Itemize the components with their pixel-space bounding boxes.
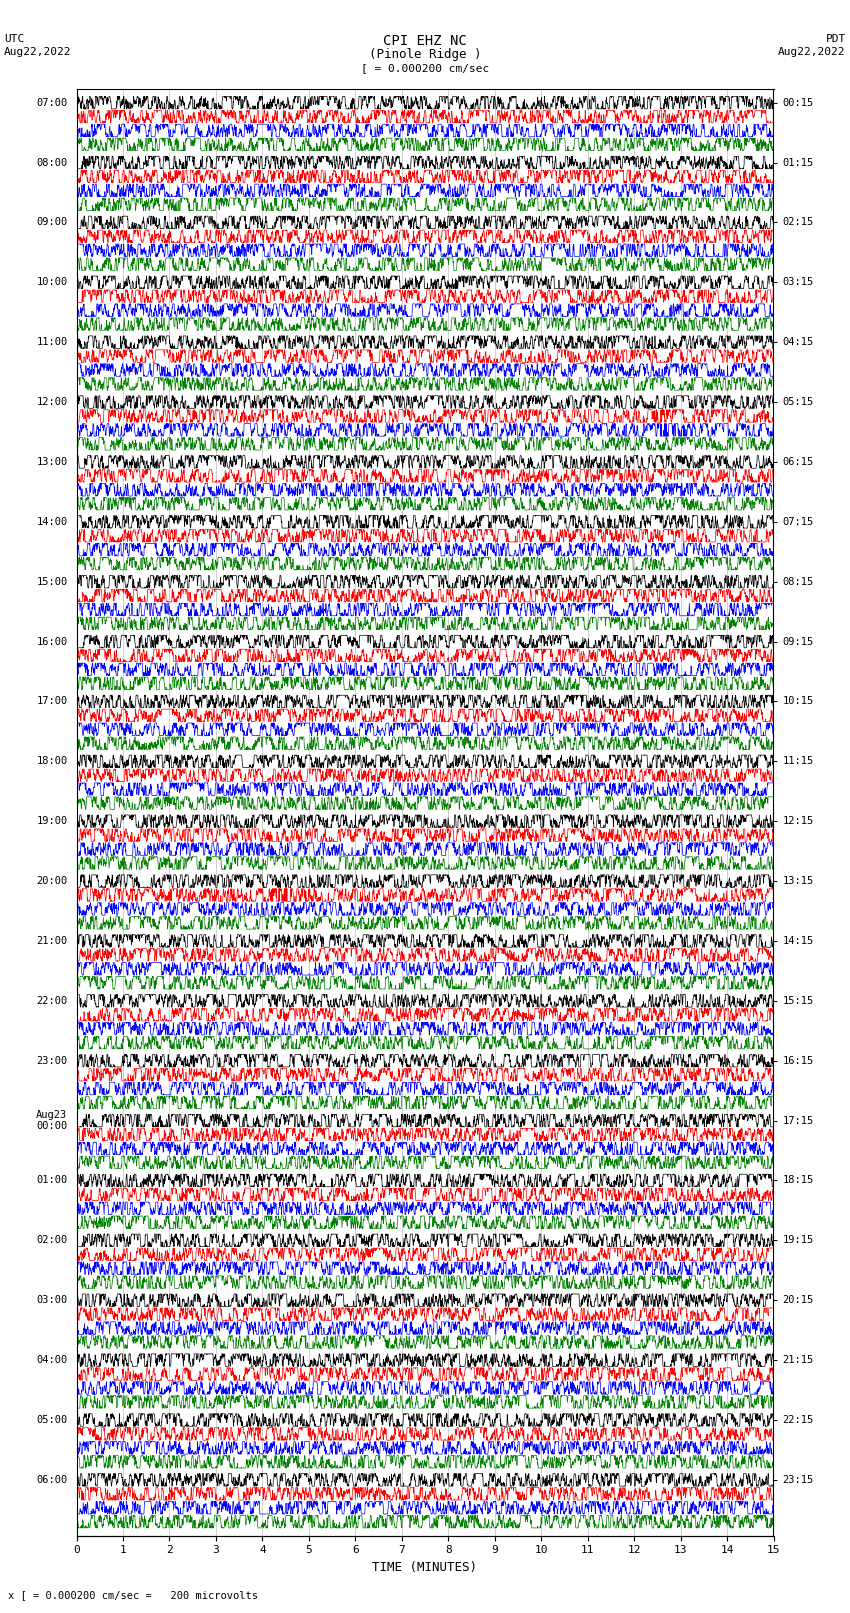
Text: CPI EHZ NC: CPI EHZ NC (383, 34, 467, 48)
Text: PDT: PDT (825, 34, 846, 44)
Text: Aug22,2022: Aug22,2022 (779, 47, 846, 56)
Text: UTC: UTC (4, 34, 25, 44)
Text: (Pinole Ridge ): (Pinole Ridge ) (369, 48, 481, 61)
Text: x [ = 0.000200 cm/sec =   200 microvolts: x [ = 0.000200 cm/sec = 200 microvolts (8, 1590, 258, 1600)
X-axis label: TIME (MINUTES): TIME (MINUTES) (372, 1561, 478, 1574)
Text: [ = 0.000200 cm/sec: [ = 0.000200 cm/sec (361, 63, 489, 73)
Text: Aug22,2022: Aug22,2022 (4, 47, 71, 56)
